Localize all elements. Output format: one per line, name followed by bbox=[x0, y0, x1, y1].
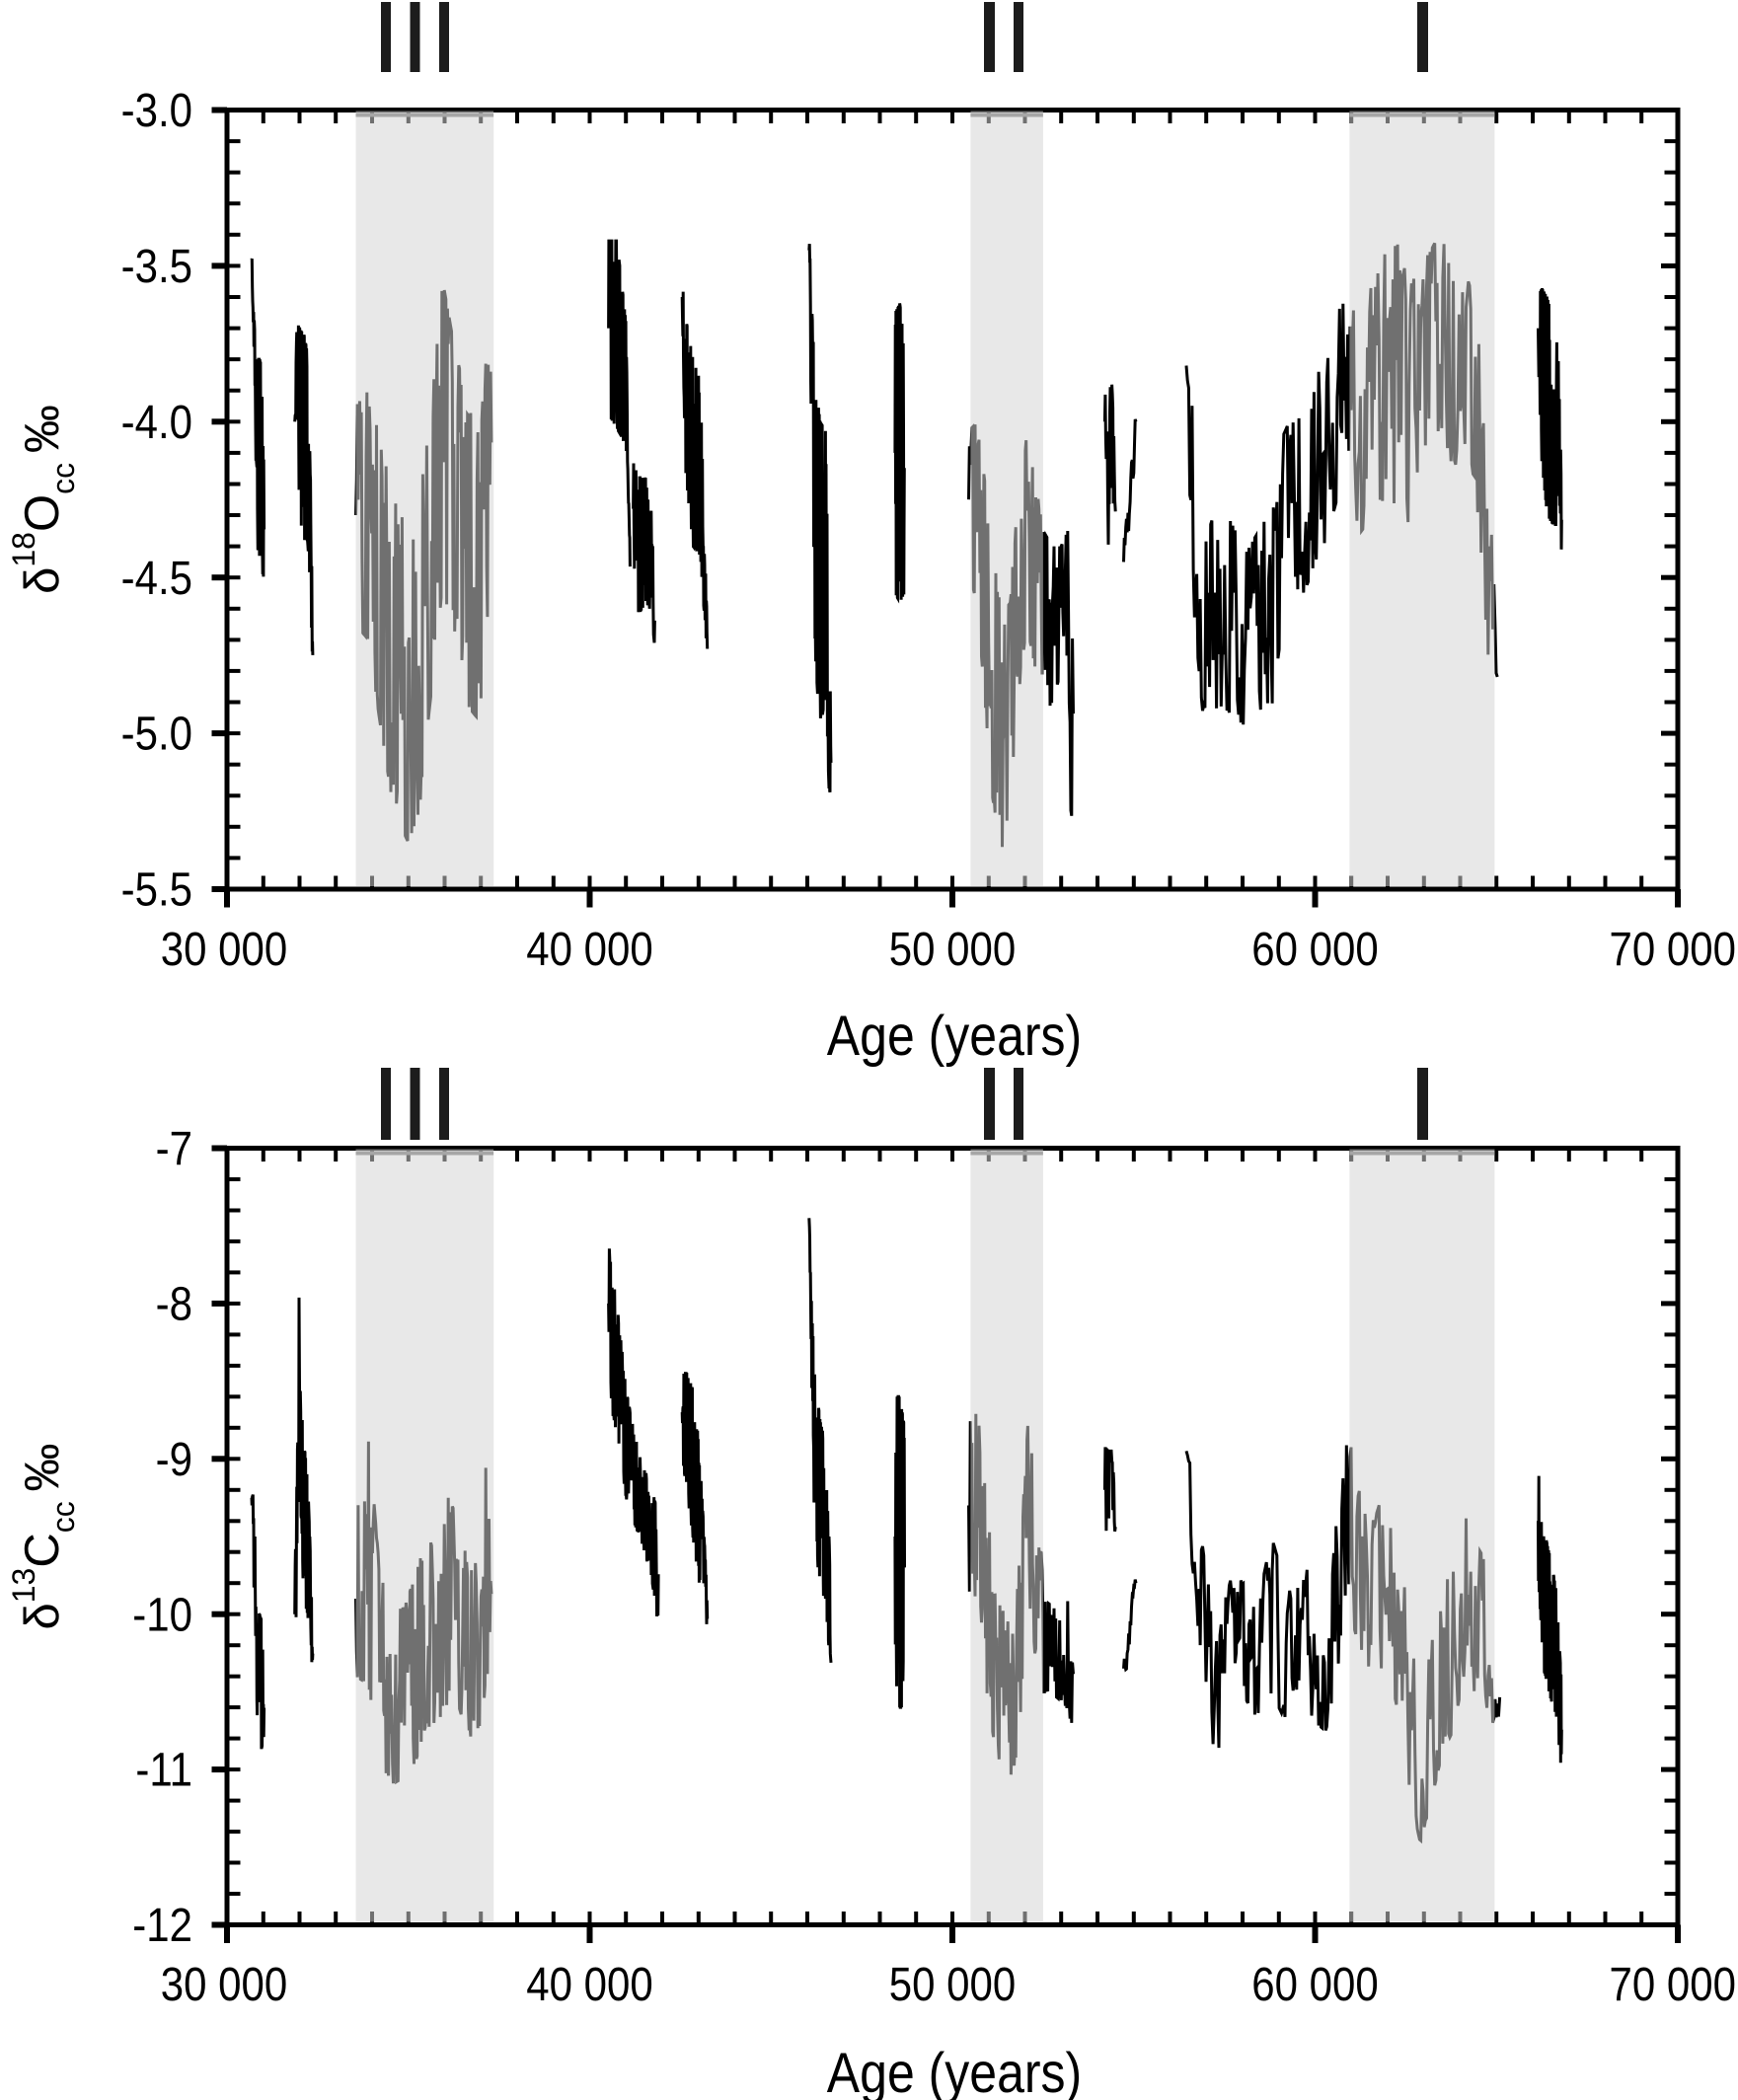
svg-text:70 000: 70 000 bbox=[1610, 922, 1736, 975]
svg-text:-5.5: -5.5 bbox=[121, 862, 192, 916]
svg-text:70 000: 70 000 bbox=[1610, 1957, 1736, 2010]
svg-text:Age (years): Age (years) bbox=[827, 1005, 1082, 1068]
svg-text:40 000: 40 000 bbox=[526, 922, 652, 975]
svg-text:60 000: 60 000 bbox=[1251, 922, 1378, 975]
svg-text:30 000: 30 000 bbox=[161, 922, 287, 975]
svg-text:40 000: 40 000 bbox=[526, 1957, 652, 2010]
svg-text:-11: -11 bbox=[135, 1743, 192, 1796]
svg-text:-7: -7 bbox=[156, 1121, 192, 1174]
svg-text:-8: -8 bbox=[156, 1277, 192, 1330]
svg-text:-3.5: -3.5 bbox=[121, 239, 192, 292]
svg-text:-4.0: -4.0 bbox=[121, 395, 192, 448]
svg-text:-10: -10 bbox=[132, 1588, 192, 1641]
svg-text:Age (years): Age (years) bbox=[827, 2042, 1082, 2100]
svg-text:50 000: 50 000 bbox=[889, 922, 1016, 975]
svg-text:50 000: 50 000 bbox=[889, 1957, 1016, 2010]
svg-text:-5.0: -5.0 bbox=[121, 707, 192, 760]
svg-text:60 000: 60 000 bbox=[1251, 1957, 1378, 2010]
svg-text:-4.5: -4.5 bbox=[121, 551, 192, 604]
svg-text:-12: -12 bbox=[132, 1898, 192, 1951]
svg-text:-9: -9 bbox=[156, 1432, 192, 1485]
svg-text:30 000: 30 000 bbox=[161, 1957, 287, 2010]
svg-text:-3.0: -3.0 bbox=[121, 83, 192, 136]
